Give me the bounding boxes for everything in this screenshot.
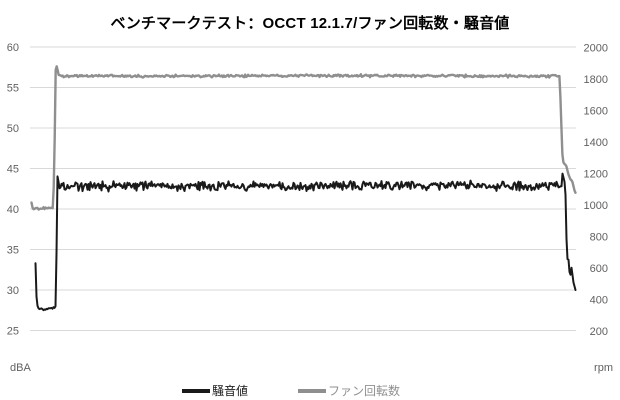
legend-item-fan-speed: ファン回転数: [298, 384, 400, 398]
right-axis-tick-label: 600: [590, 263, 608, 275]
right-axis-unit-label: rpm: [594, 362, 613, 374]
series-line-fan-speed: [30, 65, 577, 211]
right-axis-tick-label: 400: [590, 295, 608, 307]
right-axis-tick-label: 1400: [584, 137, 608, 149]
left-axis-tick-label: 60: [7, 42, 19, 54]
left-axis-tick-label: 40: [7, 204, 19, 216]
left-axis-unit-label: dBA: [10, 362, 31, 374]
right-axis-tick-label: 200: [590, 326, 608, 338]
legend-label-fan-speed: ファン回転数: [328, 384, 401, 398]
noise-series-swatch: [182, 389, 210, 393]
right-axis-tick-label: 800: [590, 232, 608, 244]
left-axis-tick-label: 25: [7, 326, 19, 338]
legend-label-noise-level: 騒音値: [212, 384, 249, 398]
left-axis-tick-label: 30: [7, 285, 19, 297]
left-axis-tick-label: 55: [7, 83, 19, 95]
right-axis-tick-label: 2000: [584, 43, 608, 55]
right-axis-tick-label: 1200: [584, 169, 608, 181]
left-axis-tick-label: 50: [7, 123, 19, 135]
chart-title: ベンチマークテスト：OCCT 12.1.7/ファン回転数・騒音値: [110, 15, 510, 32]
left-axis-tick-label: 45: [7, 164, 19, 176]
right-axis-tick-label: 1800: [584, 74, 608, 86]
left-axis-tick-label: 35: [7, 245, 19, 257]
fan-series-swatch: [298, 389, 326, 393]
right-axis-tick-label: 1600: [584, 106, 608, 118]
series-line-noise-level: [34, 172, 577, 312]
right-axis-tick-label: 1000: [584, 200, 608, 212]
legend-item-noise-level: 騒音値: [182, 384, 248, 398]
